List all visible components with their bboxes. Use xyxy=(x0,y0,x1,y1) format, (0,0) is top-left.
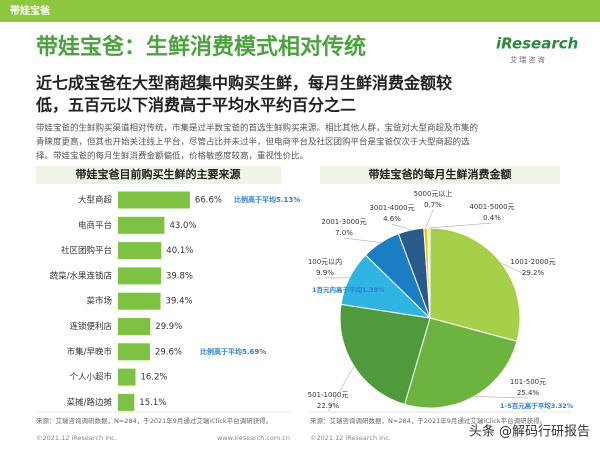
bar xyxy=(118,318,151,335)
annotation: 1百元内高于平均1.39% xyxy=(312,285,385,294)
slice-value: 25.4% xyxy=(517,389,540,397)
leader-line xyxy=(425,209,434,229)
slice-value: 0.4% xyxy=(483,214,501,222)
bar xyxy=(118,292,161,310)
value-label: 39.8% xyxy=(166,271,193,281)
bar xyxy=(118,368,136,386)
header-tag: 带娃宝爸 xyxy=(10,4,50,17)
slice-value: 9.9% xyxy=(316,269,334,277)
leader-line xyxy=(327,366,355,412)
slice-value: 0.7% xyxy=(424,201,442,209)
category-label: 大型商超 xyxy=(78,195,113,206)
leader-line xyxy=(474,396,529,399)
category-label: 连锁便利店 xyxy=(69,321,112,332)
category-label: 社区团购平台 xyxy=(61,245,112,256)
category-label: 菜摊/路边摊 xyxy=(67,397,113,408)
subtitle-line: 近七成宝爸在大型商超集中购买生鲜，每月生鲜消费金额较 xyxy=(36,74,452,93)
source: 来源：艾瑞咨询调研数据，N=284，于2021年9月通过艾瑞iClick平台调研… xyxy=(36,416,272,425)
slice-value: 7.0% xyxy=(335,229,353,237)
category-label: 市集/早晚市 xyxy=(67,346,113,357)
leader-line xyxy=(501,262,534,279)
url: www.iresearch.com.cn xyxy=(217,434,290,442)
chart-title-bg xyxy=(320,166,560,184)
copyright: ©2021.12 iResearch Inc. xyxy=(36,434,117,442)
body-line: 择。带娃宝爸的每月生鲜消费金额偏低，价格敏感度较高，重视性价比。 xyxy=(36,151,308,162)
slice-label: 3001-4000元 xyxy=(369,204,414,212)
chart-title-bg xyxy=(36,166,281,184)
value-label: 29.9% xyxy=(155,322,182,332)
category-label: 菜市场 xyxy=(86,296,112,307)
body-line: 青睐度更高，但其也开始关注线上平台，尽管占比并未过半，但电商平台及社区团购平台是… xyxy=(36,137,470,148)
leader-line xyxy=(391,223,412,231)
annotation: 1-5百元高于平均3.32% xyxy=(500,401,574,410)
bar xyxy=(118,242,162,260)
value-label: 40.1% xyxy=(166,246,193,256)
category-label: 电商平台 xyxy=(78,220,112,231)
value-label: 16.2% xyxy=(140,373,167,383)
logo-sub: 艾 瑞 咨 询 xyxy=(510,55,545,64)
leader-line xyxy=(343,237,381,243)
value-label: 43.0% xyxy=(169,221,196,231)
value-label: 66.6% xyxy=(195,196,222,206)
logo: iResearch xyxy=(496,35,578,53)
chart-title: 带娃宝爸的每月生鲜消费金额 xyxy=(369,167,512,181)
pie-slice xyxy=(339,303,431,405)
slice-label: 1001-2000元 xyxy=(510,258,555,266)
subtitle-line: 低，五百元以下消费高于平均水平约百分之二 xyxy=(35,96,356,115)
slice-label: 2001-3000元 xyxy=(321,218,366,226)
value-label: 29.6% xyxy=(155,347,182,357)
slice-value: 4.6% xyxy=(383,215,401,223)
watermark: 头条 @解码行研报告 xyxy=(469,424,590,440)
annotation: 比例高于平均5.13% xyxy=(234,195,300,204)
annotation: 比例高于平均5.69% xyxy=(200,347,266,356)
bar xyxy=(118,191,190,209)
category-label: 个人小超市 xyxy=(69,372,112,383)
pie-slice xyxy=(404,317,518,409)
value-label: 39.4% xyxy=(166,297,193,307)
pie-slice xyxy=(429,227,521,342)
category-label: 蔬菜/水果连锁店 xyxy=(50,270,113,281)
source: 来源：艾瑞咨询调研数据，N=284，于2021年9月通过艾瑞iClick平台调研… xyxy=(310,416,546,425)
bar xyxy=(118,216,165,234)
leader-line xyxy=(428,222,493,229)
copyright: ©2021.12 iResearch Inc. xyxy=(310,434,391,442)
slice-label: 4001-5000元 xyxy=(469,203,514,211)
slice-label: 101-500元 xyxy=(510,378,546,386)
slice-label: 501-1000元 xyxy=(308,391,349,399)
slice-label: 5000元以上 xyxy=(414,189,453,198)
slice-label: 100元以内 xyxy=(308,257,342,266)
bar xyxy=(118,343,150,361)
body-line: 带娃宝爸的生鲜购买渠道相对传统，市集是过半数宝爸的首选生鲜购买来源。相比其他人群… xyxy=(36,123,478,134)
value-label: 15.1% xyxy=(139,398,166,408)
slide-title: 带娃宝爸：生鲜消费模式相对传统 xyxy=(36,34,366,60)
bar xyxy=(118,393,135,411)
chart-title: 带娃宝爸目前购买生鲜的主要来源 xyxy=(76,167,241,181)
bar xyxy=(118,267,161,285)
slice-value: 22.9% xyxy=(317,402,340,410)
header-bar xyxy=(0,0,600,22)
slice-value: 29.2% xyxy=(522,269,545,277)
